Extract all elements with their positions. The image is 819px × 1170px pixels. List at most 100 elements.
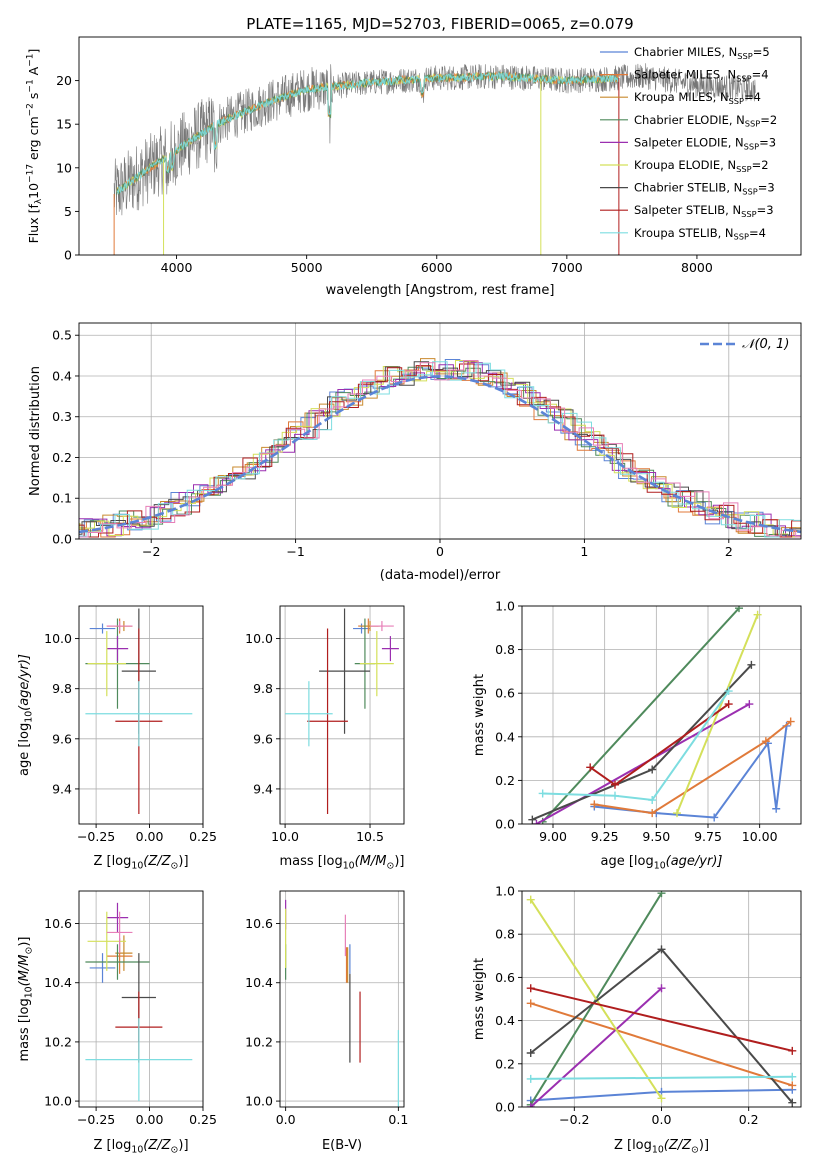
age-Z-axes: −0.25 0.00 0.259.49.69.810.0Z [log10(Z/Z⊙)… xyxy=(17,605,217,871)
weight-Z-xlabel-part: )] xyxy=(699,1138,709,1153)
weight-age-point-marker xyxy=(747,660,756,669)
weight-Z-ytick-label: 0.0 xyxy=(495,1100,515,1115)
mass-EBV-ytick-label: 10.2 xyxy=(245,1034,273,1049)
spectrum-ylabel-part: s xyxy=(26,93,41,104)
mass-EBV-xtick-label: 0.0 xyxy=(276,1112,296,1127)
legend-label: Chabrier ELODIE, NSSP=2 xyxy=(634,113,777,129)
age-Z-frame xyxy=(78,605,204,825)
residuals-ytick-label: 0.2 xyxy=(52,450,72,465)
weight-Z-ytick-label: 1.0 xyxy=(495,884,515,899)
legend-label-part: Salpeter STELIB, N xyxy=(634,203,741,217)
plot-layer: PLATE=1165, MJD=52703, FIBERID=0065, z=0… xyxy=(17,15,802,1155)
weight-Z-point-marker xyxy=(657,891,666,898)
residuals-xtick-label: 1 xyxy=(580,544,588,559)
weight-Z-ytick-label: 0.8 xyxy=(495,927,515,942)
mass-Z-ytick-label: 10.0 xyxy=(44,1094,72,1109)
legend-label-part: Kroupa STELIB, N xyxy=(634,226,734,240)
mass-EBV-ytick-label: 10.0 xyxy=(245,1094,273,1109)
weight-Z-plot xyxy=(526,891,797,1107)
mass-Z-xlabel-part: )] xyxy=(178,1138,188,1153)
weight-age-point-marker xyxy=(648,796,657,805)
age-Z-xtick-label: −0.25 xyxy=(77,829,115,844)
legend-label-part: SSP xyxy=(742,186,757,196)
weight-age-point-marker xyxy=(611,780,619,789)
spectrum-xtick-label: 6000 xyxy=(421,260,453,275)
weight-Z-point-marker xyxy=(657,984,666,993)
age-Z-xtick-label: 0.00 xyxy=(136,829,164,844)
weight-Z-point-marker xyxy=(657,945,666,954)
weight-Z-xtick-label: 0.2 xyxy=(739,1112,759,1127)
residuals-ytick-label: 0.0 xyxy=(52,532,72,547)
age-Z-ytick-label: 10.0 xyxy=(44,631,72,646)
weight-Z-series-line xyxy=(530,987,663,1107)
weight-age-point-marker xyxy=(538,789,547,798)
age-Z-xlabel-part: 10 xyxy=(131,860,143,871)
weight-Z-xtick-label: −0.2 xyxy=(559,1112,589,1127)
weight-age-xtick-label: 9.25 xyxy=(591,829,619,844)
legend-label-part: SSP xyxy=(729,96,744,106)
mass-EBV-ytick-label: 10.6 xyxy=(245,916,273,931)
weight-age-axes: 9.00 9.25 9.50 9.75 10.00 0.0 0.2 0.4 0.6 0.8 1.0 m… xyxy=(472,599,802,871)
weight-age-point-marker xyxy=(724,687,733,696)
spectrum-legend: Chabrier MILES, N SSP =5 Salpeter MILES, N S… xyxy=(600,45,777,242)
spectrum-ylabel-part: −2 xyxy=(25,103,35,116)
weight-age-point-marker xyxy=(761,737,770,746)
spectrum-ytick-label: 20 xyxy=(56,73,72,88)
legend-label-part: Chabrier MILES, N xyxy=(634,45,737,59)
legend-label-part: =4 xyxy=(749,226,766,240)
residuals-xtick-label: −2 xyxy=(142,544,160,559)
legend-label-part: =5 xyxy=(753,45,770,59)
spectrum-ytick-label: 0 xyxy=(64,248,72,263)
weight-age-ytick-label: 0.8 xyxy=(495,642,515,657)
legend-label: Salpeter STELIB, NSSP=3 xyxy=(634,203,774,219)
weight-Z-point-marker xyxy=(526,895,535,904)
spectrum-xlabel: wavelength [Angstrom, rest frame] xyxy=(326,283,555,298)
weight-age-ytick-label: 0.4 xyxy=(495,729,515,744)
age-Z-ylabel: age [log10(age/yr)] xyxy=(17,654,34,776)
mass-Z-ytick-label: 10.2 xyxy=(44,1034,72,1049)
residuals-ylabel: Normed distribution xyxy=(28,366,43,496)
legend-label-part: =2 xyxy=(760,113,777,127)
spectrum-ylabel-part: 10 xyxy=(26,183,41,199)
residuals-axes: −2 −1 0 1 2 0.0 0.1 0.2 0.3 0.4 0.5 (data-model)/er… xyxy=(28,322,802,583)
weight-age-series-line xyxy=(542,690,730,802)
weight-age-xlabel-part: (age/yr)] xyxy=(666,854,723,869)
residuals-plot xyxy=(79,358,801,538)
legend-label-part: SSP xyxy=(736,164,751,174)
age-mass-xlabel-part: mass [log xyxy=(280,854,343,869)
weight-age-plot xyxy=(528,606,795,824)
mass-EBV-frame xyxy=(279,890,405,1108)
age-Z-xtick-label: 0.25 xyxy=(189,829,217,844)
mass-Z-plot xyxy=(85,902,193,1102)
weight-age-series-line xyxy=(594,720,792,815)
residuals-hist-line xyxy=(79,366,801,538)
mass-Z-xlabel-part: Z [log xyxy=(93,1138,131,1153)
spectrum-ytick-label: 5 xyxy=(64,204,72,219)
spectrum-ytick-label: 10 xyxy=(56,160,72,175)
spectrum-xtick-label: 4000 xyxy=(161,260,193,275)
mass-EBV-xtick-label: 0.1 xyxy=(388,1112,408,1127)
weight-age-point-marker xyxy=(528,815,537,824)
age-mass-ytick-label: 10.0 xyxy=(245,631,273,646)
mass-Z-frame xyxy=(78,890,204,1108)
legend-label-part: Salpeter MILES, N xyxy=(634,68,736,82)
weight-age-xtick-label: 9.75 xyxy=(694,829,722,844)
mass-Z-xlabel-part: (Z/Z xyxy=(143,1138,171,1153)
age-Z-plot xyxy=(85,608,193,814)
mass-Z-xtick-label: 0.00 xyxy=(136,1112,164,1127)
weight-Z-xlabel: Z [log10(Z/Z⊙)] xyxy=(614,1138,709,1155)
residuals-xtick-label: −1 xyxy=(286,544,304,559)
weight-age-point-marker xyxy=(710,813,719,822)
age-mass-xlabel-part: 10 xyxy=(343,860,355,871)
weight-age-point-marker xyxy=(745,700,754,709)
legend-label-part: =4 xyxy=(752,68,769,82)
weight-Z-point-marker xyxy=(526,1103,535,1107)
weight-age-ylabel: mass weight xyxy=(472,674,487,756)
age-mass-xlabel-part: (M/M xyxy=(355,854,387,869)
legend-label: Chabrier STELIB, NSSP=3 xyxy=(634,181,775,197)
spectrum-model-line xyxy=(116,72,620,195)
legend-label-part: SSP xyxy=(741,209,756,219)
weight-age-ytick-label: 1.0 xyxy=(495,599,515,614)
weight-Z-xlabel-part: (Z/Z xyxy=(664,1138,692,1153)
